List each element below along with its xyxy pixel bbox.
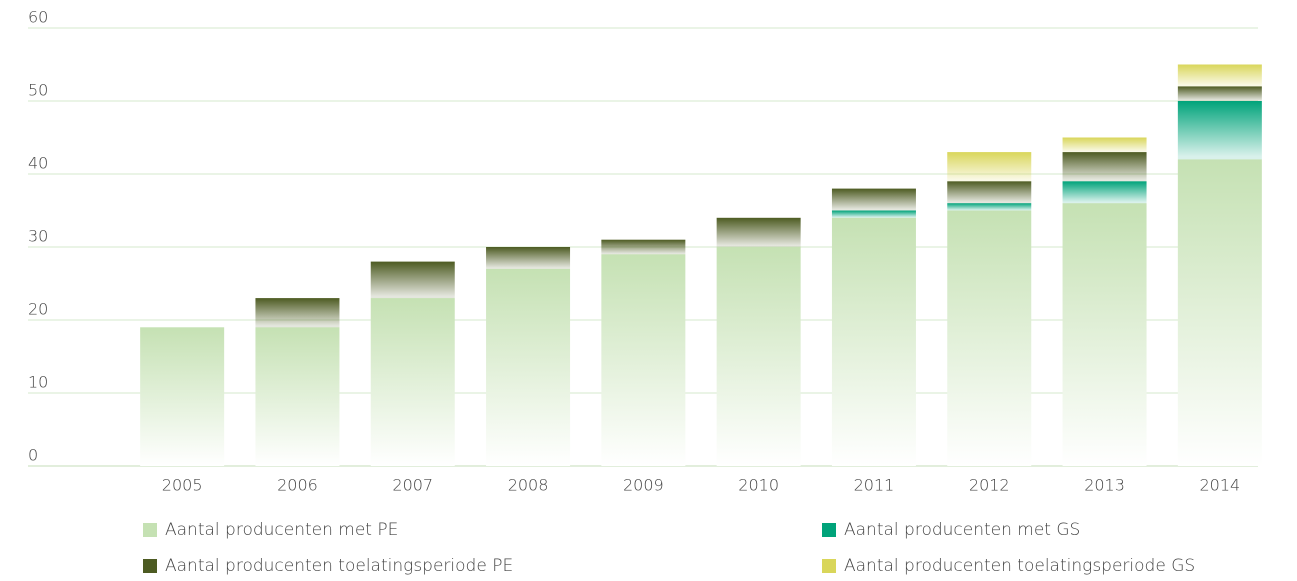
bar-segment — [1177, 64, 1262, 87]
legend-swatch — [143, 523, 157, 537]
y-tick-label: 50 — [28, 81, 48, 100]
bar-segment — [1062, 203, 1147, 466]
y-tick-label: 40 — [28, 154, 48, 173]
bar-segment — [1062, 137, 1147, 153]
bar-segment — [947, 181, 1032, 204]
bar-segment — [1177, 159, 1262, 466]
bar-segment — [1177, 86, 1262, 101]
legend-swatch — [822, 559, 836, 573]
bar-segment — [716, 217, 801, 247]
y-tick-label: 30 — [28, 227, 48, 246]
bar-segment — [831, 217, 916, 466]
bar-segment — [486, 247, 571, 269]
x-tick-label: 2011 — [854, 476, 895, 495]
bar-segment — [1062, 152, 1147, 182]
legend-swatch — [143, 559, 157, 573]
y-tick-label: 20 — [28, 300, 48, 319]
x-tick-label: 2013 — [1084, 476, 1125, 495]
legend: Aantal producenten met PE Aantal producen… — [143, 520, 1195, 576]
y-tick-label: 60 — [28, 8, 48, 27]
bar-segment — [601, 239, 686, 255]
bar-segment — [1177, 101, 1262, 160]
bar-segment — [947, 203, 1032, 211]
legend-label: Aantal producenten toelatingsperiode GS — [844, 556, 1195, 576]
x-tick-label: 2006 — [277, 476, 318, 495]
bar-segment — [370, 261, 455, 299]
legend-label: Aantal producenten met GS — [844, 520, 1080, 540]
bar-segment — [140, 327, 225, 466]
bar-segment — [255, 298, 340, 328]
bar-segment — [716, 247, 801, 466]
x-tick-label: 2012 — [969, 476, 1010, 495]
x-tick-label: 2014 — [1199, 476, 1240, 495]
legend-label: Aantal producenten toelatingsperiode PE — [165, 556, 513, 576]
bar-segment — [947, 152, 1032, 182]
bar-segment — [1062, 181, 1147, 204]
x-tick-label: 2008 — [508, 476, 549, 495]
bar-segment — [947, 210, 1032, 466]
bar-segment — [486, 268, 571, 466]
x-tick-label: 2007 — [392, 476, 433, 495]
bar-segment — [370, 298, 455, 466]
bar-segment — [831, 188, 916, 211]
bar-segment — [831, 210, 916, 218]
x-tick-label: 2009 — [623, 476, 664, 495]
legend-swatch — [822, 523, 836, 537]
x-tick-label: 2010 — [738, 476, 779, 495]
bar-segment — [601, 254, 686, 466]
legend-label: Aantal producenten met PE — [165, 520, 398, 540]
x-tick-label: 2005 — [162, 476, 203, 495]
y-tick-label: 0 — [28, 446, 38, 465]
y-tick-label: 10 — [28, 373, 48, 392]
bar-segment — [255, 327, 340, 466]
